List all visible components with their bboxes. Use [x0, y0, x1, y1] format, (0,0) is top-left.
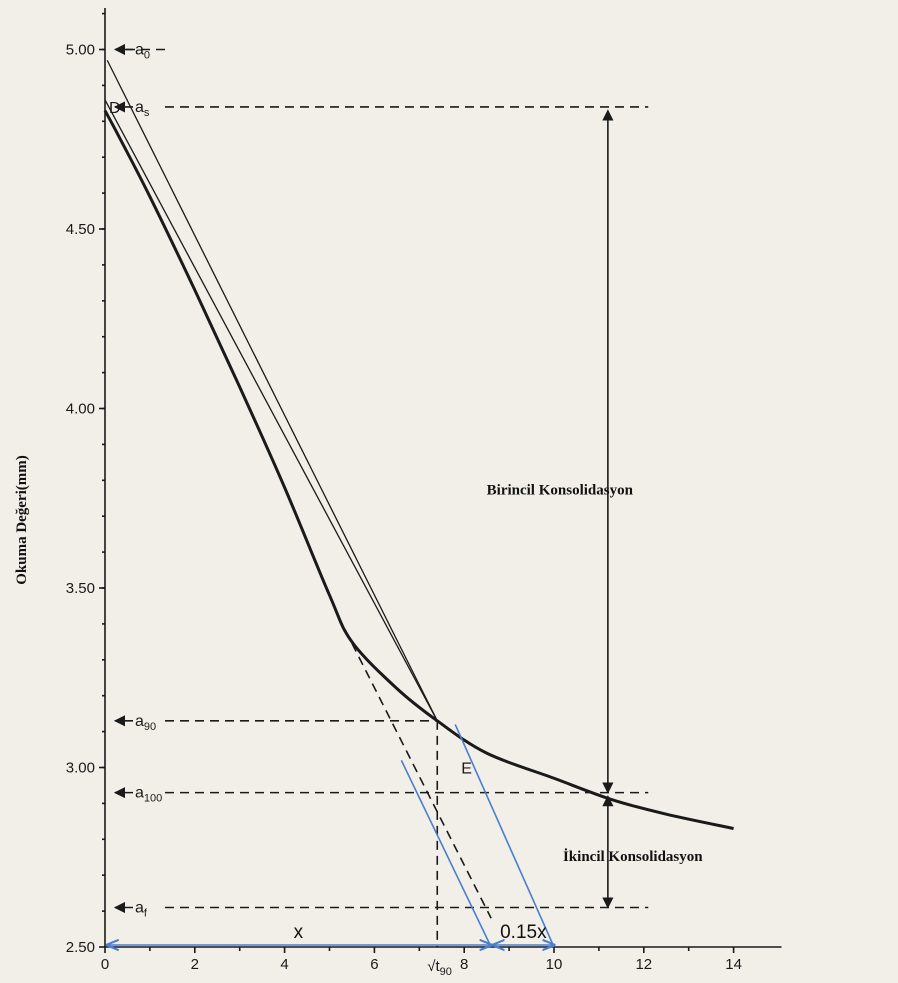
point-label-e: E: [461, 761, 472, 778]
secant-line: [106, 59, 438, 722]
tangent-line: [104, 99, 438, 722]
x-tick-label: 2: [191, 956, 199, 973]
marker-label-a0: a0: [135, 42, 150, 62]
x-tick-label: 14: [725, 956, 742, 973]
y-tick-label: 4.50: [66, 221, 95, 238]
y-axis-title: Okuma Değeri(mm): [14, 455, 30, 585]
y-tick-label: 2.50: [66, 939, 95, 956]
x-ticks: 0 2 4 6 8 10 12 14: [101, 947, 742, 973]
tangent-extension-dashed: [337, 616, 492, 919]
y-tick-label: 3.00: [66, 760, 95, 777]
y-ticks: 2.50 3.00 3.50 4.00 4.50 5.00: [66, 12, 105, 956]
primary-consolidation-label: Birincil Konsolidasyon: [487, 483, 634, 499]
x-tick-label: 4: [280, 956, 288, 973]
construction-x-label: x: [294, 922, 304, 943]
marker-label-af: af: [135, 900, 148, 920]
construction-015x-label: 0.15x: [500, 922, 547, 943]
point-label-d: D: [109, 100, 121, 117]
y-tick-label: 4.00: [66, 401, 95, 418]
x-tick-label: 0: [101, 956, 109, 973]
y-tick-label: 5.00: [66, 42, 95, 59]
x-tick-label: 6: [370, 956, 378, 973]
y-tick-label: 3.50: [66, 580, 95, 597]
x-tick-label: 12: [635, 956, 652, 973]
construction-line-1: [400, 759, 492, 948]
reference-markers: a0 as a90 a100 af: [113, 42, 649, 920]
x-tick-label: 10: [546, 956, 563, 973]
marker-label-as: as: [135, 99, 150, 119]
secondary-consolidation-label: İkincil Konsolidasyon: [563, 848, 703, 865]
x-tick-label: 8: [460, 956, 468, 973]
marker-label-a90: a90: [135, 713, 156, 733]
sqrt-t90-label: √t90: [427, 958, 452, 978]
marker-label-a100: a100: [135, 785, 162, 805]
construction-line-2: [454, 724, 555, 948]
